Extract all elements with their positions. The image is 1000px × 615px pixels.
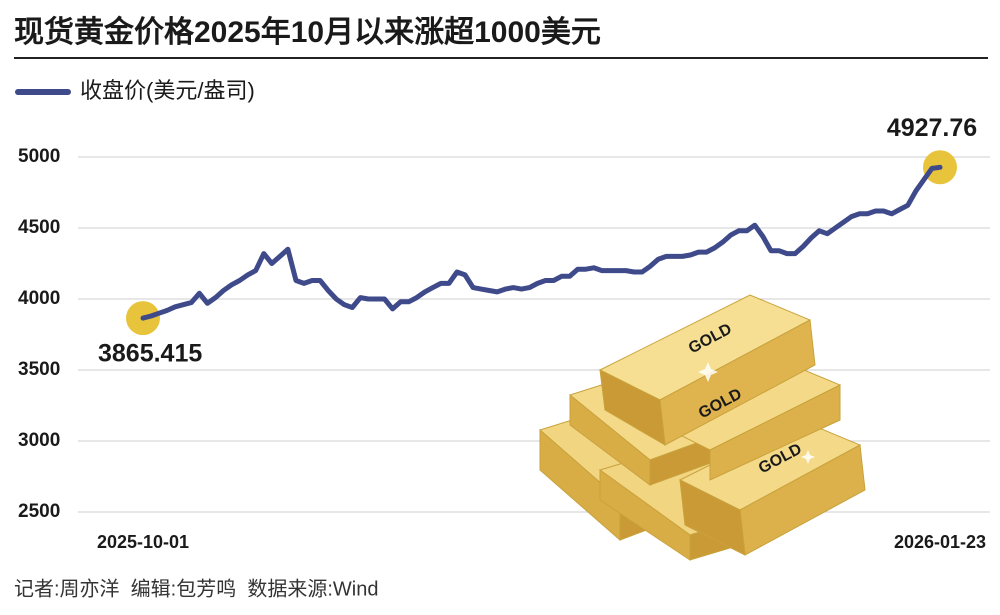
y-tick-label: 2500 [18,501,60,522]
x-tick-label: 2025-10-01 [97,532,189,552]
y-tick-label: 3000 [18,430,60,451]
legend-label: 收盘价(美元/盎司) [80,78,255,103]
chart-title: 现货黄金价格2025年10月以来涨超1000美元 [14,15,601,49]
price-line [140,164,943,321]
y-tick-label: 4000 [18,288,60,309]
footer-credits: 记者:周亦洋 编辑:包芳鸣 数据来源:Wind [14,577,378,600]
y-tick-label: 3500 [18,359,60,380]
x-tick-label: 2026-01-23 [894,532,986,552]
data-label: 4927.76 [887,114,977,142]
data-label: 3865.415 [98,340,202,368]
y-tick-label: 5000 [18,146,60,167]
gold-bars-illustration: GOLD GOLD GOLD [538,270,866,561]
y-tick-label: 4500 [18,217,60,238]
